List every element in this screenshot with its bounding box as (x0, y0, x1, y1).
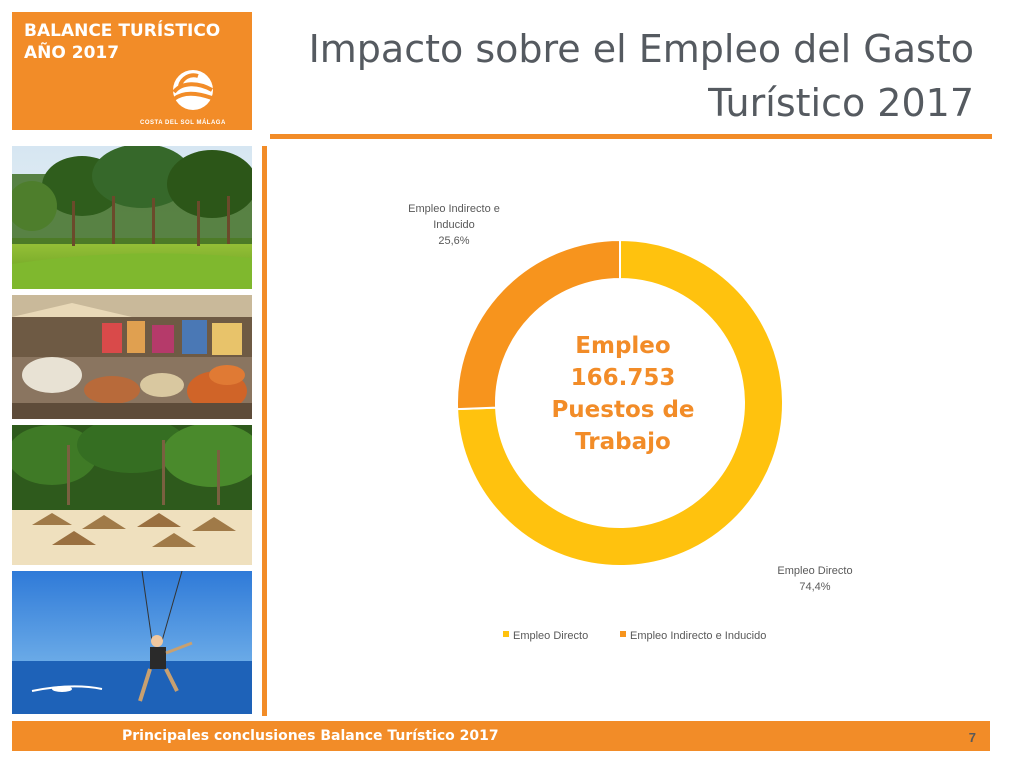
brand-title-line1: BALANCE TURÍSTICO (24, 21, 221, 41)
page-title-line2: Turístico 2017 (708, 81, 974, 125)
photo-market-stalls (12, 295, 252, 419)
legend-swatch-indirect (620, 631, 626, 637)
center-label-line1: Empleo (575, 333, 670, 359)
label-direct-line1: Empleo Directo (777, 565, 852, 577)
label-indirect-value: 25,6% (438, 235, 469, 247)
footer-text: Principales conclusiones Balance Turísti… (122, 728, 499, 744)
brand-title-line2: AÑO 2017 (24, 43, 120, 63)
center-label-line3: Puestos de (551, 397, 694, 423)
label-indirect-line1: Empleo Indirecto e (408, 203, 500, 215)
slice-empleo-indirecto (456, 238, 621, 411)
logo-text: COSTA DEL SOL MÁLAGA (140, 120, 226, 126)
center-label-line2: 166.753 (571, 365, 676, 391)
legend-label-indirect: Empleo Indirecto e Inducido (630, 630, 766, 642)
label-direct-value: 74,4% (799, 581, 830, 593)
donut-slices (456, 238, 784, 567)
costa-del-sol-logo-icon (172, 70, 213, 110)
footer-bar: Principales conclusiones Balance Turísti… (12, 721, 990, 751)
brand-title: BALANCE TURÍSTICO AÑO 2017 (24, 20, 220, 64)
legend-label-direct: Empleo Directo (513, 630, 588, 642)
photo-beach-palms (12, 425, 252, 565)
employment-donut-chart: Empleo 166.753 Puestos de Trabajo Empleo… (408, 203, 852, 642)
center-label-line4: Trabajo (575, 429, 671, 455)
page-title: Impacto sobre el Empleo del Gasto Turíst… (294, 22, 974, 130)
page-title-line1: Impacto sobre el Empleo del Gasto (308, 27, 974, 71)
page-number: 7 (968, 730, 976, 745)
vertical-divider (262, 146, 267, 716)
label-indirect-line2: Inducido (433, 219, 475, 231)
title-divider (270, 134, 992, 139)
chart-legend: Empleo Directo Empleo Indirecto e Induci… (503, 630, 766, 642)
legend-swatch-direct (503, 631, 509, 637)
brand-box: BALANCE TURÍSTICO AÑO 2017 COSTA DEL SOL… (12, 12, 252, 130)
slice-empleo-directo (456, 238, 784, 567)
photo-golf-forest (12, 146, 252, 289)
photo-paraglider-sea (12, 571, 252, 714)
